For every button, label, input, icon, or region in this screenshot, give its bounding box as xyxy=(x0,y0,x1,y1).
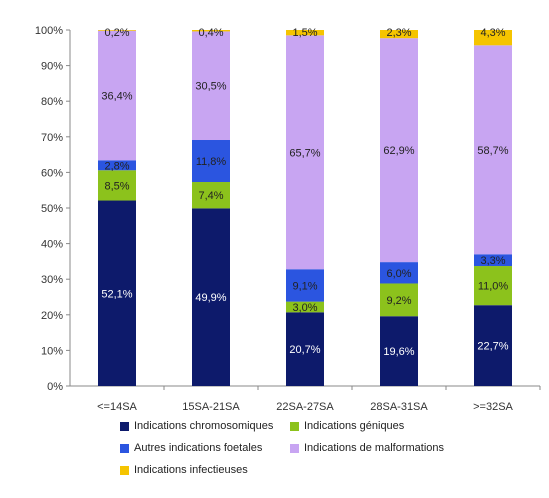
legend-item: Indications de malformations xyxy=(290,442,444,454)
bar-segment xyxy=(474,45,512,255)
bar-segment xyxy=(474,30,512,46)
legend-swatch xyxy=(120,465,129,475)
bar-segment xyxy=(98,170,136,201)
legend-swatch xyxy=(120,421,129,431)
data-label: 9,2% xyxy=(386,295,411,307)
y-tick-label: 80% xyxy=(41,96,63,108)
data-label: 11,8% xyxy=(196,156,227,168)
y-tick-label: 60% xyxy=(41,167,63,179)
x-tick-label: 28SA-31SA xyxy=(370,401,428,413)
bar-segment xyxy=(192,182,230,209)
y-tick-label: 100% xyxy=(35,25,63,37)
legend-label: Indications chromosomiques xyxy=(134,420,274,432)
data-label: 3,3% xyxy=(480,255,505,267)
data-label: 2,8% xyxy=(104,160,129,172)
data-label: 0,4% xyxy=(198,27,223,39)
legend-label: Autres indications foetales xyxy=(134,442,263,454)
bar-segment xyxy=(286,301,324,313)
y-tick-label: 20% xyxy=(41,310,63,322)
data-label: 2,3% xyxy=(386,27,411,39)
bar-segment xyxy=(380,316,418,386)
x-tick-label: 22SA-27SA xyxy=(276,401,334,413)
y-tick-label: 90% xyxy=(41,61,63,73)
data-label: 58,7% xyxy=(477,145,508,157)
data-label: 52,1% xyxy=(101,288,132,300)
data-label: 8,5% xyxy=(104,180,129,192)
data-label: 30,5% xyxy=(195,81,226,93)
data-label: 9,1% xyxy=(292,280,317,292)
data-label: 1,5% xyxy=(292,27,317,39)
bar-segment xyxy=(286,30,324,36)
bar-segment xyxy=(380,262,418,284)
bar-segment xyxy=(98,160,136,171)
data-label: 19,6% xyxy=(383,346,414,358)
data-label: 62,9% xyxy=(383,145,414,157)
bar-segment xyxy=(286,269,324,302)
bar-segment xyxy=(98,200,136,386)
bar-segment xyxy=(380,38,418,263)
legend-item: Indications chromosomiques xyxy=(120,420,273,432)
data-label: 20,7% xyxy=(289,344,320,356)
bar-segment xyxy=(192,31,230,141)
legend-swatch xyxy=(290,421,299,431)
bar-segment xyxy=(380,283,418,317)
bar-segment xyxy=(380,30,418,39)
data-label: 11,0% xyxy=(478,281,509,293)
bar-segment xyxy=(286,312,324,386)
bar-segment xyxy=(192,208,230,386)
bar-segment xyxy=(474,305,512,386)
y-tick-label: 0% xyxy=(47,381,63,393)
legend-label: Indications de malformations xyxy=(304,442,445,454)
data-label: 0,2% xyxy=(104,27,129,39)
y-tick-label: 50% xyxy=(41,203,63,215)
data-label: 49,9% xyxy=(195,292,226,304)
legend-swatch xyxy=(120,443,129,453)
x-tick-label: <=14SA xyxy=(97,401,137,413)
data-label: 65,7% xyxy=(289,147,320,159)
bar-segment xyxy=(474,266,512,306)
bar-segment xyxy=(98,30,136,161)
bar-segment xyxy=(98,30,136,31)
legend-item: Indications infectieuses xyxy=(120,464,248,476)
y-tick-label: 10% xyxy=(41,345,63,357)
data-label: 36,4% xyxy=(101,91,132,103)
bar-segment xyxy=(474,254,512,267)
legend-swatch xyxy=(290,443,299,453)
bar-segment xyxy=(192,140,230,183)
data-label: 22,7% xyxy=(477,341,508,353)
bar-segment xyxy=(192,30,230,32)
data-label: 7,4% xyxy=(198,190,223,202)
data-label: 6,0% xyxy=(386,268,411,280)
legend-item: Autres indications foetales xyxy=(120,442,262,454)
legend-label: Indications infectieuses xyxy=(134,464,248,476)
legend-item: Indications géniques xyxy=(290,420,404,432)
y-tick-label: 70% xyxy=(41,132,63,144)
bar-segment xyxy=(286,35,324,270)
y-tick-label: 40% xyxy=(41,239,63,251)
x-tick-label: 15SA-21SA xyxy=(182,401,240,413)
x-tick-label: >=32SA xyxy=(473,401,513,413)
y-tick-label: 30% xyxy=(41,274,63,286)
legend-label: Indications géniques xyxy=(304,420,405,432)
data-label: 4,3% xyxy=(480,27,505,39)
data-label: 3,0% xyxy=(292,302,317,314)
